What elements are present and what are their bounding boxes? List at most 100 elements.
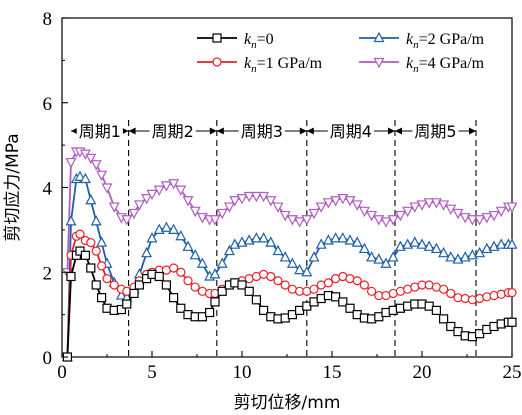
data-point: [237, 280, 247, 290]
data-point: [217, 286, 227, 296]
data-point: [495, 238, 507, 249]
y-tick-label-2: 4: [43, 179, 53, 200]
data-point: [438, 246, 450, 258]
data-point: [129, 288, 139, 299]
data-point: [380, 257, 392, 268]
data-point: [409, 202, 421, 213]
data-point: [121, 215, 133, 226]
data-point: [116, 304, 127, 315]
data-point: [279, 251, 291, 262]
data-point: [439, 314, 449, 324]
data-point: [423, 198, 435, 209]
data-point: [250, 232, 262, 243]
data-point: [115, 289, 127, 300]
data-point: [294, 217, 306, 228]
data-point: [366, 251, 378, 262]
data-point: [315, 202, 327, 213]
legend-label: kn=2 GPa/m: [406, 31, 485, 51]
period-4: 周期4: [306, 122, 395, 141]
legend-marker: [212, 57, 222, 67]
data-point: [351, 200, 363, 211]
data-point: [85, 153, 97, 165]
data-point: [210, 297, 220, 307]
data-point: [367, 286, 377, 296]
period-label-bg: [412, 122, 459, 141]
data-point: [176, 267, 186, 277]
series-1: [62, 229, 517, 362]
data-point: [330, 196, 342, 207]
data-point: [160, 181, 172, 192]
data-point: [133, 200, 145, 211]
period-arrow-right: [469, 127, 476, 135]
data-point: [243, 191, 255, 203]
legend-marker: [212, 33, 222, 43]
period-label-bg: [327, 122, 374, 141]
period-arrow-left: [216, 127, 224, 135]
data-point: [402, 206, 414, 218]
data-point: [309, 284, 319, 294]
legend-entry-0: kn=0: [197, 31, 274, 51]
data-point: [223, 202, 235, 213]
legend-marker: [373, 57, 385, 69]
data-point: [272, 202, 284, 213]
period-label-bg: [76, 122, 123, 141]
data-point: [161, 280, 171, 290]
data-point: [134, 280, 144, 290]
data-point: [416, 200, 428, 211]
data-point: [216, 208, 228, 220]
data-point: [146, 232, 158, 243]
data-point: [190, 282, 200, 292]
data-point: [359, 280, 369, 290]
data-point: [394, 210, 406, 222]
data-point: [423, 240, 435, 251]
data-point: [91, 280, 101, 290]
data-point: [102, 274, 112, 284]
data-point: [445, 251, 457, 262]
data-point: [301, 265, 313, 277]
period-annotations: 周期1 周期2 周期3 周期4 周期5: [71, 120, 477, 357]
data-point: [146, 189, 158, 201]
data-point: [331, 292, 341, 302]
data-point: [308, 251, 320, 262]
data-point: [205, 307, 215, 318]
data-point: [286, 257, 298, 268]
data-point: [176, 303, 186, 313]
period-1: 周期1: [71, 122, 129, 141]
data-point: [430, 242, 442, 254]
data-point: [250, 191, 262, 203]
data-point: [91, 246, 101, 256]
data-point: [488, 210, 500, 222]
data-point: [259, 305, 269, 315]
data-point: [122, 299, 132, 309]
period-label-5: 周期5: [414, 122, 456, 141]
data-point: [337, 232, 349, 243]
data-point: [506, 238, 518, 249]
data-point: [466, 215, 478, 226]
data-point: [223, 244, 235, 256]
data-point: [96, 170, 108, 182]
data-point: [236, 193, 248, 205]
legend-label: kn=1 GPa/m: [244, 55, 323, 75]
data-point: [280, 280, 290, 290]
data-point: [506, 202, 518, 213]
period-5: 周期5: [395, 122, 476, 141]
period-label-1: 周期1: [79, 122, 121, 141]
period-label-2: 周期2: [152, 122, 194, 141]
data-point: [96, 261, 107, 271]
data-point: [141, 246, 153, 258]
data-point: [189, 206, 201, 218]
x-tick-label-0: 0: [57, 362, 67, 383]
y-tick-label-0: 0: [43, 348, 53, 369]
series-0: [62, 246, 517, 362]
legend-marker: [373, 31, 385, 43]
y-tick-label-1: 2: [43, 263, 53, 284]
data-point: [416, 238, 428, 249]
data-point: [251, 295, 261, 305]
data-point: [481, 213, 493, 224]
data-point: [183, 276, 193, 286]
data-point: [86, 237, 96, 248]
period-label-bg: [238, 122, 285, 141]
data-point: [358, 242, 370, 254]
period-label-bg: [149, 122, 196, 141]
